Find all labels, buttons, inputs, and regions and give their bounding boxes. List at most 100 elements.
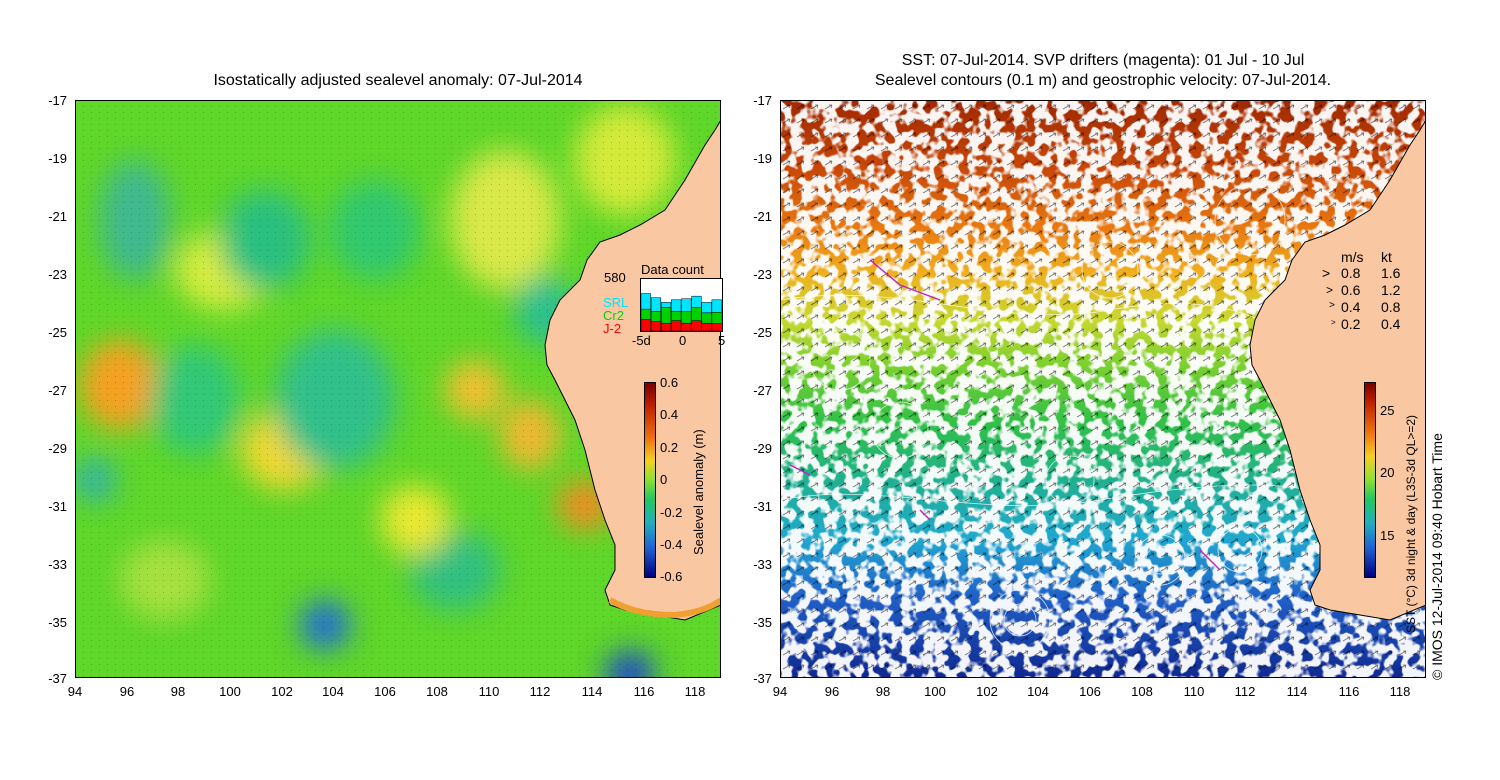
histogram-bar-srl (711, 299, 722, 313)
right-x-tick: 114 (1286, 684, 1308, 699)
right-x-tick: 98 (875, 684, 891, 699)
australia-land (1249, 100, 1426, 678)
hist-x-tick: 0 (679, 333, 687, 348)
histogram-bar-j2 (671, 320, 682, 332)
right-x-tick: 94 (772, 684, 788, 699)
velocity-legend-header-ms: m/s (1341, 249, 1364, 265)
histogram-bar-srl (671, 299, 682, 312)
left-x-tick: 94 (67, 684, 83, 699)
histogram-bar-cr2 (701, 312, 712, 324)
left-x-tick: 104 (322, 684, 344, 699)
histogram-bar-srl (650, 297, 661, 312)
right-y-tick: -37 (753, 671, 772, 686)
histogram-bar-cr2 (691, 307, 702, 321)
right-y-tick: -19 (753, 151, 772, 166)
histogram-bar-j2 (650, 321, 661, 332)
right-y-tick: -31 (753, 499, 772, 514)
right-y-tick: -17 (753, 93, 772, 108)
velocity-legend-kt: 0.4 (1381, 316, 1401, 332)
velocity-legend-ms: 0.8 (1341, 265, 1361, 281)
histogram-bars (640, 293, 722, 332)
histogram-bar-cr2 (661, 307, 672, 324)
histogram-bar-cr2 (640, 308, 651, 320)
svp-drifter-tracks (789, 259, 1221, 571)
right-panel-title-line1: SST: 07-Jul-2014. SVP drifters (magenta)… (901, 52, 1305, 69)
copyright-note: © IMOS 12-Jul-2014 09:40 Hobart Time (1429, 433, 1445, 680)
data-count-max: 580 (604, 270, 626, 285)
histogram-bar-j2 (691, 320, 702, 332)
left-x-tick: 100 (219, 684, 241, 699)
sst-cbar-tick: 15 (1380, 528, 1395, 543)
sst-colorbar-label: SST (°C) 3d night & day (L3S-3d QL>=2) (1404, 414, 1418, 633)
sla-cbar-tick: 0.6 (660, 375, 679, 390)
left-y-tick: -21 (48, 209, 67, 224)
sla-cbar-tick: -0.2 (660, 505, 683, 520)
velocity-legend-ms: 0.4 (1341, 299, 1361, 315)
right-sst-map[interactable] (780, 100, 1426, 678)
histogram-bar-cr2 (650, 310, 661, 322)
velocity-legend-ms: 0.2 (1341, 316, 1361, 332)
histogram-bar-j2 (661, 322, 672, 332)
velocity-arrow-icon: > (1322, 265, 1331, 281)
left-y-tick: -27 (48, 383, 67, 398)
left-x-tick: 108 (426, 684, 448, 699)
right-y-tick: -21 (753, 209, 772, 224)
right-y-tick: -35 (753, 615, 772, 630)
hist-x-tick: 5 (718, 333, 726, 348)
right-x-tick: 110 (1183, 684, 1205, 699)
histogram-bar-srl (640, 293, 651, 310)
sla-cbar-tick: -0.4 (660, 537, 683, 552)
right-y-tick: -27 (753, 383, 772, 398)
sla-colorbar-label: Sealevel anomaly (m) (691, 429, 706, 555)
hist-x-tick: -5d (632, 333, 651, 348)
velocity-legend-ms: 0.6 (1341, 282, 1361, 298)
histogram-bar-j2 (640, 319, 651, 332)
left-y-tick: -19 (48, 151, 67, 166)
right-y-tick: -33 (753, 557, 772, 572)
histogram-bar-j2 (711, 323, 722, 332)
right-y-tick: -23 (753, 267, 772, 282)
velocity-arrow-icon: > (1331, 318, 1336, 327)
left-x-tick: 112 (529, 684, 551, 699)
left-y-tick: -33 (48, 557, 67, 572)
sla-colorbar (644, 382, 656, 578)
legend-srl: SRL (603, 295, 629, 310)
velocity-legend-kt: 1.2 (1381, 282, 1401, 298)
histogram-bar-srl (691, 295, 702, 308)
right-x-tick: 102 (976, 684, 998, 699)
right-y-tick: -29 (753, 441, 772, 456)
left-x-tick: 110 (478, 684, 500, 699)
velocity-legend-kt: 0.8 (1381, 299, 1401, 315)
right-x-tick: 108 (1131, 684, 1153, 699)
left-y-tick: -29 (48, 441, 67, 456)
left-y-tick: -31 (48, 499, 67, 514)
right-x-tick: 96 (824, 684, 840, 699)
velocity-arrow-icon: > (1326, 283, 1334, 297)
velocity-arrow-icon: > (1329, 300, 1335, 311)
velocity-legend-header-kt: kt (1381, 249, 1392, 265)
histogram-bar-cr2 (671, 310, 682, 321)
left-y-tick: -35 (48, 615, 67, 630)
left-x-tick: 98 (170, 684, 186, 699)
left-x-tick: 116 (633, 684, 655, 699)
histogram-bar-cr2 (681, 311, 692, 324)
data-count-histogram (640, 278, 723, 332)
right-x-tick: 118 (1389, 684, 1411, 699)
sla-cbar-tick: 0.2 (660, 440, 679, 455)
sst-cbar-tick: 20 (1380, 465, 1395, 480)
right-x-tick: 100 (924, 684, 946, 699)
right-x-tick: 104 (1027, 684, 1049, 699)
sealevel-contours (780, 184, 1341, 651)
legend-cr2: Cr2 (603, 308, 624, 323)
sla-cbar-tick: -0.6 (660, 569, 683, 584)
histogram-bar-srl (661, 302, 672, 308)
sst-cbar-tick: 25 (1380, 403, 1395, 418)
right-x-tick: 116 (1338, 684, 1360, 699)
left-sla-map[interactable] (75, 100, 721, 678)
left-x-tick: 114 (581, 684, 603, 699)
left-x-tick: 106 (374, 684, 396, 699)
right-x-tick: 112 (1234, 684, 1256, 699)
coastal-anomaly-band (608, 597, 721, 619)
histogram-bar-cr2 (711, 312, 722, 324)
right-x-tick: 106 (1079, 684, 1101, 699)
